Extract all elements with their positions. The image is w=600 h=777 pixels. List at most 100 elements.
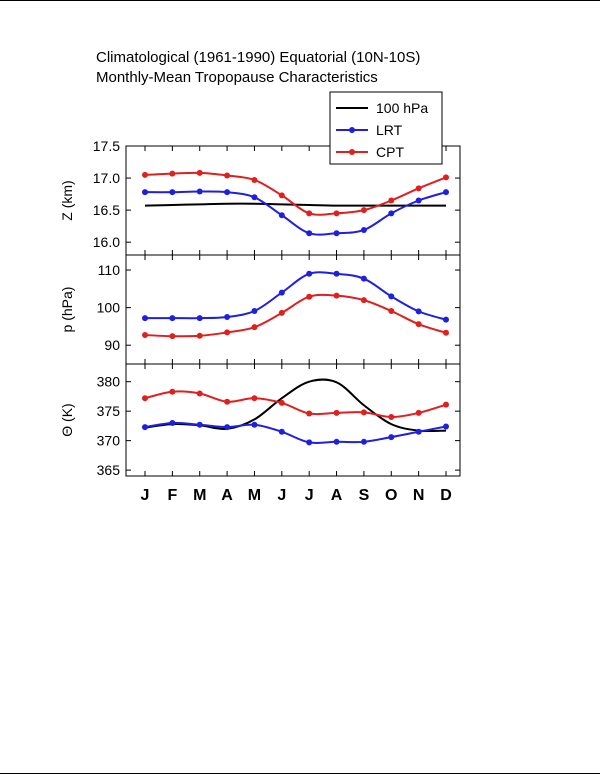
data-point-lrt-top — [388, 210, 395, 217]
series-lines — [142, 169, 449, 446]
data-point-lrt-middle — [443, 316, 449, 323]
legend-marker-lrt — [349, 127, 355, 133]
data-point-lrt-top — [443, 189, 449, 196]
data-point-lrt-top — [415, 197, 422, 204]
data-point-cpt-middle — [443, 329, 449, 336]
series-line-lrt-bottom — [144, 421, 447, 445]
y-tick-label-bottom: 380 — [97, 374, 121, 390]
page-top-rule — [0, 0, 600, 1]
legend-label-100-hpa: 100 hPa — [376, 100, 428, 116]
y-tick-label-top: 17.5 — [93, 138, 120, 154]
data-point-cpt-middle — [142, 332, 148, 339]
data-point-lrt-middle — [196, 315, 203, 322]
data-point-cpt-top — [306, 210, 313, 217]
y-axis-title-top: Z (km) — [59, 180, 75, 220]
data-point-lrt-top — [196, 188, 203, 195]
panel-frames — [125, 145, 461, 477]
data-point-lrt-middle — [306, 270, 313, 277]
data-point-cpt-top — [224, 172, 231, 179]
data-point-cpt-middle — [169, 333, 176, 340]
panel-frame-middle — [125, 254, 461, 365]
data-point-lrt-bottom — [142, 424, 148, 431]
data-point-lrt-bottom — [169, 419, 176, 426]
y-tick-label-middle: 90 — [104, 337, 120, 353]
y-tick-label-top: 16.5 — [93, 202, 120, 218]
legend: 100 hPa LRT CPT — [329, 91, 443, 165]
data-point-cpt-middle — [196, 332, 203, 339]
page-bottom-rule — [0, 773, 600, 774]
data-point-cpt-top — [278, 192, 285, 199]
series-line-cpt-bottom — [144, 390, 447, 419]
panel-frame-bottom — [125, 363, 461, 477]
data-point-lrt-middle — [333, 270, 340, 277]
data-point-cpt-top — [443, 174, 449, 181]
data-point-cpt-bottom — [142, 395, 148, 402]
data-point-lrt-bottom — [306, 439, 313, 446]
y-axis-title-bottom: Θ (K) — [59, 403, 75, 436]
y-tick-label-bottom: 375 — [97, 403, 121, 419]
data-point-lrt-top — [278, 212, 285, 219]
data-point-lrt-top — [333, 230, 340, 237]
data-point-cpt-top — [360, 207, 367, 214]
data-point-cpt-bottom — [224, 398, 231, 405]
data-point-lrt-bottom — [443, 423, 449, 430]
x-tick-label-month: D — [440, 487, 452, 504]
x-tick-label-month: M — [248, 487, 261, 504]
data-point-lrt-top — [224, 189, 231, 196]
data-point-lrt-bottom — [360, 438, 367, 445]
y-tick-label-bottom: 365 — [97, 462, 121, 478]
x-tick-label-month: O — [385, 487, 397, 504]
y-tick-label-middle: 110 — [98, 262, 121, 278]
data-point-cpt-bottom — [196, 390, 203, 397]
data-point-cpt-top — [142, 171, 148, 178]
data-point-lrt-middle — [415, 308, 422, 315]
data-point-cpt-bottom — [388, 414, 395, 421]
chart-title-line-1: Climatological (1961-1990) Equatorial (1… — [96, 49, 421, 66]
chart-title: Climatological (1961-1990) Equatorial (1… — [96, 48, 420, 88]
data-point-cpt-middle — [224, 329, 231, 336]
data-point-lrt-middle — [142, 315, 148, 322]
data-point-cpt-middle — [251, 324, 258, 331]
axes: 16.0 16.5 17.0 17.5 Z (km) 90 100 110 p (hPa) 365… — [59, 138, 460, 504]
x-tick-label-month: M — [193, 487, 206, 504]
data-point-lrt-middle — [251, 308, 258, 315]
data-point-cpt-middle — [415, 321, 422, 328]
data-point-cpt-bottom — [169, 388, 176, 395]
x-tick-label-month: J — [277, 487, 286, 504]
y-tick-label-bottom: 370 — [97, 433, 121, 449]
data-point-cpt-bottom — [360, 409, 367, 416]
data-point-cpt-middle — [360, 297, 367, 304]
data-point-cpt-middle — [306, 293, 313, 300]
x-tick-label-month: J — [305, 487, 314, 504]
data-point-lrt-top — [360, 226, 367, 233]
x-tick-label-month: A — [331, 487, 343, 504]
legend-label-lrt: LRT — [376, 122, 403, 138]
data-point-lrt-bottom — [278, 428, 285, 435]
data-point-lrt-bottom — [224, 424, 231, 431]
data-point-lrt-middle — [169, 315, 176, 322]
x-tick-label-month: N — [413, 487, 425, 504]
y-tick-label-top: 16.0 — [93, 234, 120, 250]
y-tick-label-middle: 100 — [97, 300, 121, 316]
x-tick-label-month: J — [141, 487, 150, 504]
data-point-lrt-bottom — [333, 438, 340, 445]
data-point-lrt-bottom — [415, 428, 422, 435]
data-point-lrt-middle — [360, 275, 367, 282]
data-point-lrt-middle — [388, 293, 395, 300]
y-tick-label-top: 17.0 — [93, 170, 120, 186]
data-point-cpt-top — [388, 197, 395, 204]
data-point-lrt-bottom — [388, 434, 395, 441]
data-point-cpt-bottom — [278, 399, 285, 406]
data-point-lrt-bottom — [251, 421, 258, 428]
data-point-lrt-top — [142, 189, 148, 196]
data-point-cpt-top — [169, 170, 176, 177]
data-point-cpt-bottom — [306, 410, 313, 417]
data-point-cpt-top — [415, 185, 422, 192]
data-point-cpt-top — [333, 210, 340, 217]
data-point-lrt-middle — [224, 314, 231, 321]
data-point-cpt-bottom — [443, 401, 449, 408]
data-point-cpt-middle — [333, 292, 340, 299]
data-point-cpt-bottom — [333, 409, 340, 416]
chart-title-line-2: Monthly-Mean Tropopause Characteristics — [96, 69, 378, 86]
x-tick-label-month: F — [167, 487, 177, 504]
